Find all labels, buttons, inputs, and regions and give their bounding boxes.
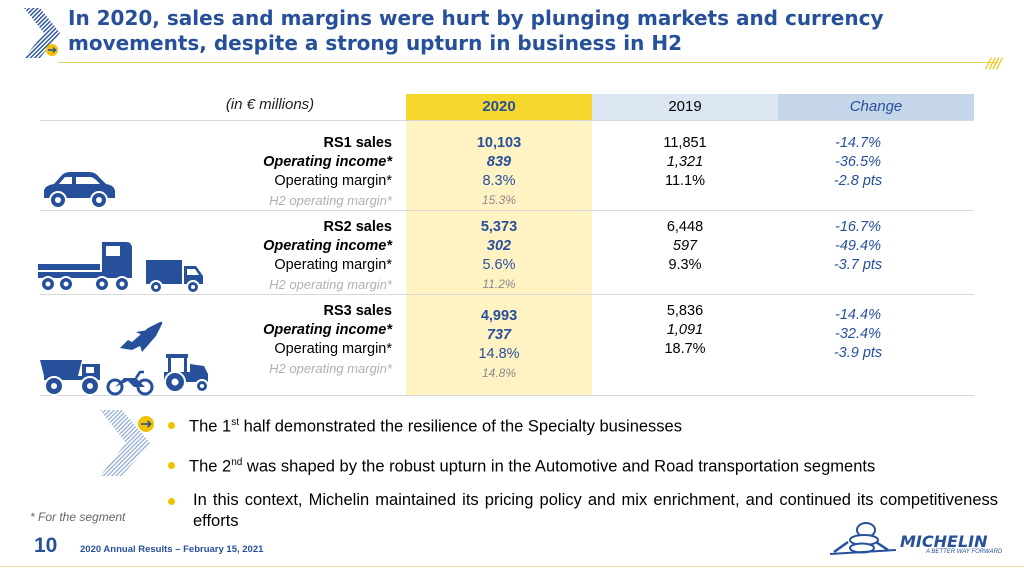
footer-text: 2020 Annual Results – February 15, 2021	[80, 544, 264, 555]
rs1-change-om: -2.8 pts	[833, 173, 883, 189]
rs3-change-om: -3.9 pts	[833, 345, 883, 361]
rs1-2019-sales: 11,851	[663, 135, 707, 151]
rs1-oi-label: Operating income*	[263, 154, 392, 170]
rs3-2020-h2: 14.8%	[481, 366, 517, 380]
bullet-2-text: The 2	[189, 457, 232, 476]
rs1-2019-om: 11.1%	[664, 173, 706, 189]
header-chevron-icon	[22, 6, 66, 60]
rs3-change-values: -14.4% -32.4% -3.9 pts	[778, 306, 938, 363]
rs3-om-label: Operating margin*	[274, 341, 392, 357]
rs1-2020-om: 8.3%	[482, 173, 516, 189]
rs1-2020-values: 10,103 839 8.3% 15.3%	[406, 134, 592, 210]
van-icon	[144, 256, 206, 301]
rs3-oi-label: Operating income*	[263, 322, 392, 338]
rs3-h2-label: H2 operating margin*	[269, 361, 392, 376]
title-underline	[58, 62, 998, 63]
mining-truck-icon	[38, 356, 104, 401]
michelin-logo-text: MICHELIN	[900, 532, 988, 551]
table-divider	[40, 395, 974, 396]
rs1-om-label: Operating margin*	[274, 173, 392, 189]
truck-icon	[36, 238, 140, 299]
rs2-change-oi: -49.4%	[835, 238, 881, 254]
rs3-2019-sales: 5,836	[666, 303, 704, 319]
bullet-3-text: In this context, Michelin maintained its…	[193, 491, 998, 530]
slide-title: In 2020, sales and margins were hurt by …	[68, 6, 884, 55]
rs2-labels: RS2 sales Operating income* Operating ma…	[192, 218, 392, 294]
rs2-change-om: -3.7 pts	[833, 257, 883, 273]
rs3-2019-oi: 1,091	[666, 322, 704, 338]
rs3-change-sales: -14.4%	[835, 307, 881, 323]
bullet-1-text-rest: half demonstrated the resilience of the …	[238, 417, 682, 436]
rs2-oi-label: Operating income*	[263, 238, 392, 254]
table-divider	[40, 210, 974, 211]
airplane-icon	[118, 318, 164, 359]
bullet-2-sup: nd	[231, 457, 243, 468]
rs2-2019-oi: 597	[672, 238, 698, 254]
rs1-2020-sales: 10,103	[476, 135, 522, 151]
rs1-change-values: -14.7% -36.5% -2.8 pts	[778, 134, 938, 191]
title-slash-decoration: ////	[986, 56, 1002, 72]
rs1-2019-values: 11,851 1,321 11.1%	[592, 134, 778, 191]
rs1-labels: RS1 sales Operating income* Operating ma…	[192, 134, 392, 210]
rs1-2020-oi: 839	[486, 154, 512, 170]
bullet-1: The 1st half demonstrated the resilience…	[168, 412, 682, 438]
rs2-2020-h2: 11.2%	[482, 277, 516, 291]
rs2-2020-sales: 5,373	[480, 219, 518, 235]
unit-label: (in € millions)	[225, 96, 315, 113]
rs3-2019-values: 5,836 1,091 18.7%	[592, 302, 778, 359]
rs3-2020-values: 4,993 737 14.8% 14.8%	[406, 307, 592, 383]
table-divider	[40, 294, 974, 295]
rs2-2020-values: 5,373 302 5.6% 11.2%	[406, 218, 592, 294]
rs3-2020-om: 14.8%	[478, 346, 520, 362]
rs2-2019-om: 9.3%	[668, 257, 702, 273]
rs3-2019-om: 18.7%	[664, 341, 706, 357]
bullet-dot	[168, 461, 175, 469]
rs2-h2-label: H2 operating margin*	[269, 277, 392, 292]
bullet-dot	[168, 421, 175, 429]
rs2-2020-om: 5.6%	[482, 257, 516, 273]
rs2-om-label: Operating margin*	[274, 257, 392, 273]
rs2-2019-values: 6,448 597 9.3%	[592, 218, 778, 275]
column-header-2019: 2019	[592, 94, 778, 120]
rs1-2019-oi: 1,321	[666, 154, 704, 170]
motorcycle-icon	[106, 370, 154, 401]
michelin-man-icon	[828, 520, 898, 561]
column-header-2020: 2020	[406, 94, 592, 120]
rs1-sales-label: RS1 sales	[323, 135, 392, 151]
rs1-2020-h2: 15.3%	[481, 193, 517, 207]
rs3-change-oi: -32.4%	[835, 326, 881, 342]
rs3-sales-label: RS3 sales	[323, 303, 392, 319]
bullet-dot	[168, 498, 175, 505]
bullet-3: In this context, Michelin maintained its…	[168, 490, 998, 532]
bullets-chevron-icon	[96, 406, 166, 480]
rs2-sales-label: RS2 sales	[323, 219, 392, 235]
column-header-change: Change	[778, 94, 974, 120]
bullet-2-text-rest: was shaped by the robust upturn in the A…	[242, 457, 876, 476]
rs2-change-sales: -16.7%	[835, 219, 881, 235]
rs2-2020-oi: 302	[486, 238, 512, 254]
column-2020-highlight	[406, 120, 592, 396]
rs1-change-sales: -14.7%	[835, 135, 881, 151]
footnote: * For the segment	[30, 510, 126, 524]
page-number: 10	[34, 534, 58, 557]
table-divider	[40, 120, 974, 121]
rs1-change-oi: -36.5%	[835, 154, 881, 170]
michelin-tagline: A BETTER WAY FORWARD	[926, 549, 1003, 555]
tractor-icon	[160, 352, 212, 399]
rs2-2019-sales: 6,448	[666, 219, 704, 235]
rs3-2020-oi: 737	[486, 327, 512, 343]
car-icon	[38, 170, 118, 215]
footer-line	[0, 566, 1024, 567]
bullet-1-text: The 1	[189, 417, 232, 436]
rs1-h2-label: H2 operating margin*	[269, 193, 392, 208]
rs3-2020-sales: 4,993	[480, 308, 518, 324]
rs2-change-values: -16.7% -49.4% -3.7 pts	[778, 218, 938, 275]
bullet-2: The 2nd was shaped by the robust upturn …	[168, 452, 875, 478]
rs3-labels: RS3 sales Operating income* Operating ma…	[192, 302, 392, 378]
bullet-1-sup: st	[231, 417, 239, 428]
